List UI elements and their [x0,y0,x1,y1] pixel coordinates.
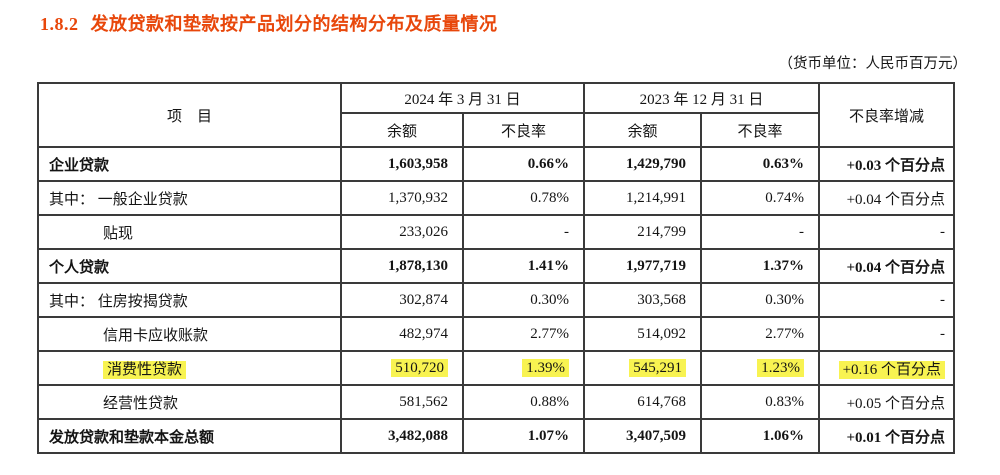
cell-npl-2023: 1.23% [700,350,821,386]
row-label: 经营性贷款 [37,384,342,420]
cell-npl-2024: 1.07% [461,418,586,454]
header-npl-change: 不良率增减 [818,82,956,148]
cell-balance-2023: 1,977,719 [583,248,703,284]
header-item: 项 目 [37,82,342,148]
currency-unit-note: （货币单位：人民币百万元） [778,56,968,72]
cell-npl-change: +0.16 个百分点 [818,350,956,386]
cell-npl-2024: 0.88% [461,384,586,420]
cell-balance-2023: 303,568 [583,282,703,318]
cell-npl-change: +0.05 个百分点 [818,384,956,420]
section-title: 发放贷款和垫款按产品划分的结构分布及质量情况 [90,14,498,34]
table-row-consumer-loans-highlighted: 消费性贷款 510,720 1.39% 545,291 1.23% +0.16 … [37,350,956,386]
header-balance-2024: 余额 [340,112,464,148]
cell-balance-2024: 1,878,130 [340,248,464,284]
cell-npl-2024: - [461,214,586,250]
cell-npl-2023: 1.06% [700,418,821,454]
row-label: 发放贷款和垫款本金总额 [37,418,342,454]
header-balance-2023: 余额 [583,112,703,148]
cell-balance-2024: 1,603,958 [340,146,464,182]
highlight-label: 消费性贷款 [103,360,187,379]
cell-npl-change: - [818,316,956,352]
table-row-corporate-loans: 企业贷款 1,603,958 0.66% 1,429,790 0.63% +0.… [37,146,956,182]
cell-npl-change: +0.04 个百分点 [818,248,956,284]
highlight-value: +0.16 个百分点 [838,360,946,379]
highlight-value: 545,291 [629,358,687,377]
cell-npl-2024: 0.66% [461,146,586,182]
cell-balance-2023: 514,092 [583,316,703,352]
highlight-value: 510,720 [391,358,448,377]
row-label: 企业贷款 [37,146,342,182]
cell-balance-2023: 214,799 [583,214,703,250]
cell-balance-2024: 482,974 [340,316,464,352]
cell-npl-2023: 0.30% [700,282,821,318]
cell-npl-change: - [818,282,956,318]
cell-balance-2024: 1,370,932 [340,180,464,216]
highlight-value: 1.23% [757,358,805,377]
cell-balance-2023: 1,214,991 [583,180,703,216]
header-npl-2023: 不良率 [700,112,821,148]
cell-npl-change: +0.03 个百分点 [818,146,956,182]
cell-npl-2024: 2.77% [461,316,586,352]
cell-balance-2023: 545,291 [583,350,703,386]
row-label: 个人贷款 [37,248,342,284]
cell-npl-2024: 1.41% [461,248,586,284]
cell-npl-change: +0.01 个百分点 [818,418,956,454]
highlight-value: 1.39% [522,358,570,377]
header-date-2024: 2024 年 3 月 31 日 [339,82,586,114]
cell-npl-change: +0.04 个百分点 [818,180,956,216]
cell-npl-2023: 2.77% [700,316,821,352]
cell-npl-2023: 1.37% [700,248,821,284]
row-label: 贴现 [37,214,342,250]
cell-npl-2024: 0.78% [461,180,586,216]
cell-balance-2024: 233,026 [340,214,464,250]
row-label: 其中： 一般企业贷款 [37,180,342,216]
cell-npl-2024: 0.30% [461,282,586,318]
section-number: 1.8.2 [40,14,79,34]
cell-balance-2023: 3,407,509 [583,418,703,454]
table-row-mortgage-loans: 其中： 住房按揭贷款 302,874 0.30% 303,568 0.30% - [37,282,956,318]
cell-npl-2023: - [700,214,821,250]
table-row-general-corporate-loans: 其中： 一般企业贷款 1,370,932 0.78% 1,214,991 0.7… [37,180,956,216]
cell-npl-2023: 0.83% [700,384,821,420]
table-header: 项 目 2024 年 3 月 31 日 2023 年 12 月 31 日 不良率… [37,82,956,148]
header-npl-2024: 不良率 [461,112,586,148]
cell-balance-2024: 581,562 [340,384,464,420]
table-row-business-loans: 经营性贷款 581,562 0.88% 614,768 0.83% +0.05 … [37,384,956,420]
header-date-2023: 2023 年 12 月 31 日 [583,82,821,114]
cell-npl-2023: 0.63% [700,146,821,182]
row-label: 信用卡应收账款 [37,316,342,352]
table-row-total-loans: 发放贷款和垫款本金总额 3,482,088 1.07% 3,407,509 1.… [37,418,956,454]
row-label: 其中： 住房按揭贷款 [37,282,342,318]
cell-npl-change: - [818,214,956,250]
cell-balance-2024: 302,874 [340,282,464,318]
table-row-personal-loans: 个人贷款 1,878,130 1.41% 1,977,719 1.37% +0.… [37,248,956,284]
report-page: 1.8.2 发放贷款和垫款按产品划分的结构分布及质量情况 （货币单位：人民币百万元… [37,10,1000,454]
cell-balance-2024: 3,482,088 [340,418,464,454]
cell-npl-2024: 1.39% [461,350,586,386]
cell-balance-2023: 614,768 [583,384,703,420]
cell-balance-2024: 510,720 [340,350,464,386]
loan-product-table: 项 目 2024 年 3 月 31 日 2023 年 12 月 31 日 不良率… [37,82,956,454]
row-label: 消费性贷款 [37,350,342,386]
table-row-discounted-bills: 贴现 233,026 - 214,799 - - [37,214,956,250]
section-heading: 1.8.2 发放贷款和垫款按产品划分的结构分布及质量情况 [40,10,1000,36]
cell-balance-2023: 1,429,790 [583,146,703,182]
cell-npl-2023: 0.74% [700,180,821,216]
table-row-credit-card-receivables: 信用卡应收账款 482,974 2.77% 514,092 2.77% - [37,316,956,352]
